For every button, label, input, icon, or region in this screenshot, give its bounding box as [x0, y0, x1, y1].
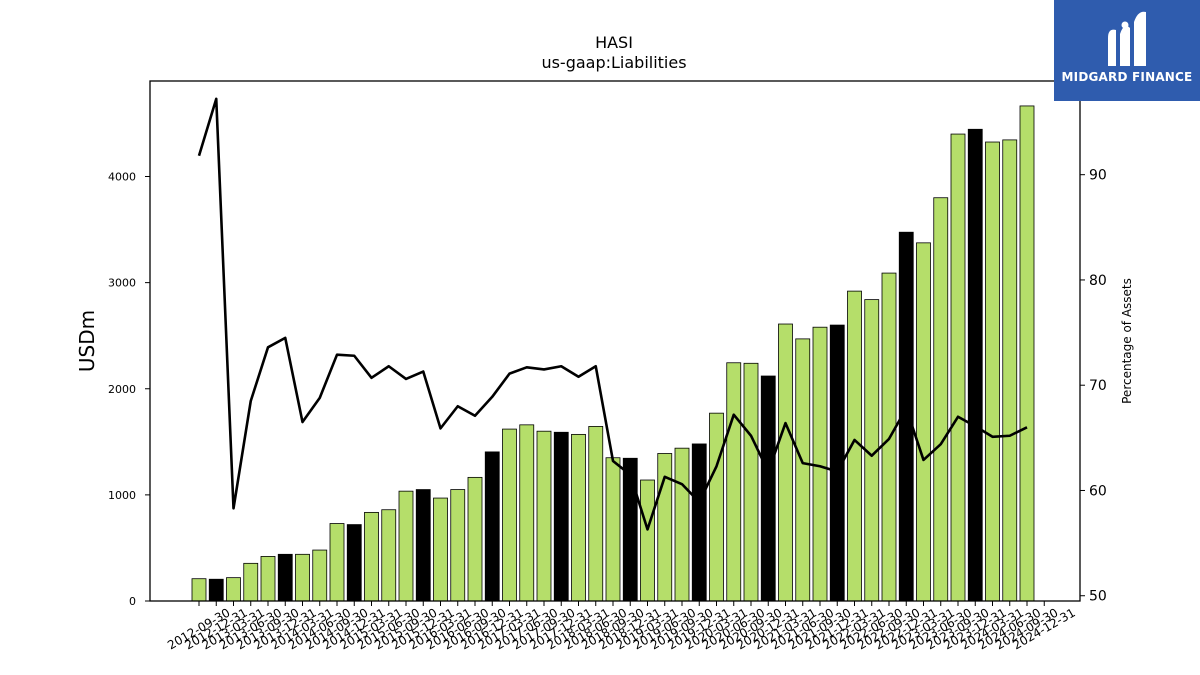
bar-2024-09-30 [1019, 105, 1035, 602]
bar-2021-03-31 [778, 323, 793, 602]
bar-2019-09-30 [674, 447, 690, 602]
bar-2020-06-30 [726, 362, 742, 602]
bar-2020-03-31 [709, 412, 724, 602]
bar-2017-03-31 [502, 428, 517, 602]
y2-tick-label: 50 [1089, 589, 1107, 605]
bar-2018-03-31 [571, 433, 586, 602]
y2-tick-label: 80 [1089, 273, 1107, 289]
bar-2012-09-30 [191, 578, 207, 602]
y2-tick-label: 70 [1089, 378, 1107, 394]
line-series [197, 97, 1028, 531]
chart-title: HASI [595, 33, 633, 52]
y-tick-label: 3000 [108, 277, 136, 290]
bar-2021-06-30 [795, 338, 811, 602]
bar-2018-09-30 [605, 457, 621, 602]
bar-2024-03-31 [985, 141, 1000, 602]
bar-2016-09-30 [467, 476, 483, 602]
bar-2023-03-31 [916, 242, 931, 602]
bar-2018-12-31 [622, 457, 638, 602]
bar-2013-06-30 [243, 562, 259, 602]
percentage-of-assets-line [197, 97, 1028, 531]
y2-tick-label: 60 [1089, 483, 1107, 499]
bar-2023-06-30 [933, 197, 949, 602]
midgard-logo-icon [1108, 11, 1146, 66]
chart-subtitle: us-gaap:Liabilities [541, 53, 686, 72]
bar-2014-09-30 [329, 523, 345, 602]
bar-2014-03-31 [295, 553, 310, 602]
bar-2015-12-31 [415, 489, 431, 602]
bar-2017-06-30 [519, 424, 535, 602]
y2-axis-label: Percentage of Assets [1120, 278, 1134, 404]
bar-2013-09-30 [260, 556, 276, 602]
bar-2015-03-31 [364, 511, 379, 602]
bar-2015-06-30 [381, 509, 397, 602]
bar-2019-03-31 [640, 479, 655, 602]
x-axis: 2012-09-302012-12-312013-03-312013-06-30… [165, 601, 1078, 652]
bar-2017-09-30 [536, 430, 552, 602]
bar-2018-06-30 [588, 426, 604, 602]
bar-2012-12-31 [208, 578, 224, 602]
bar-2014-06-30 [312, 549, 328, 602]
bar-2013-12-31 [277, 553, 293, 602]
y-tick-label: 4000 [108, 171, 136, 184]
bar-2013-03-31 [226, 577, 241, 602]
y-axis-left: 0 1000 2000 3000 4000 [108, 171, 150, 608]
bar-2016-03-31 [433, 497, 448, 602]
bar-2019-12-31 [691, 443, 707, 602]
bar-2023-09-30 [950, 133, 966, 602]
bar-2017-12-31 [553, 431, 569, 602]
bar-2020-12-31 [760, 375, 776, 602]
bar-2014-12-31 [346, 524, 362, 602]
bar-2024-06-30 [1002, 139, 1018, 602]
y-axis-right: 50 60 70 80 90 [1080, 168, 1107, 605]
bar-2023-12-31 [967, 128, 983, 602]
bar-series [191, 105, 1035, 602]
bar-2015-09-30 [398, 490, 414, 602]
plot-frame [149, 80, 1081, 602]
bar-2016-06-30 [450, 489, 466, 602]
y-tick-label: 0 [129, 595, 136, 608]
y2-tick-label: 90 [1089, 168, 1107, 184]
brand-name: MIDGARD FINANCE [1061, 70, 1193, 84]
bar-2016-12-31 [484, 451, 500, 602]
y-tick-label: 1000 [108, 489, 136, 502]
y-tick-label: 2000 [108, 383, 136, 396]
brand-logo: MIDGARD FINANCE [1054, 0, 1200, 101]
bar-2020-09-30 [743, 362, 759, 602]
y-axis-label: USDm [75, 310, 99, 372]
